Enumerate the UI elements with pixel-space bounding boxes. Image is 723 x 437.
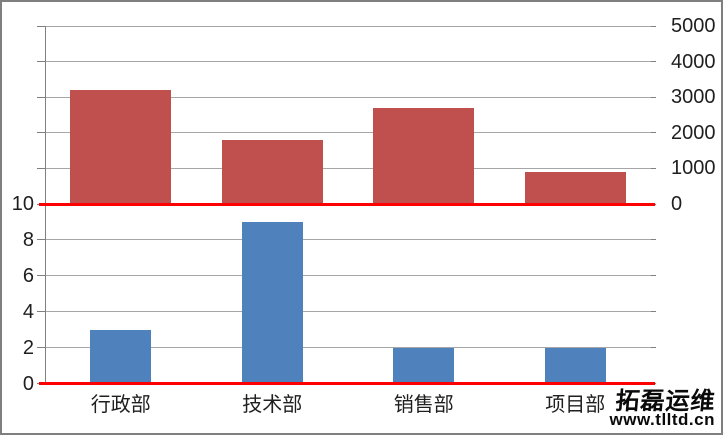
axis-tick-right (651, 275, 656, 277)
primary-axis-label: 10 (11, 193, 34, 215)
axis-tick-right (651, 347, 656, 349)
red-bar-销售部 (373, 107, 475, 204)
blue-bar-项目部 (544, 347, 606, 384)
secondary-axis-label: 4000 (671, 50, 716, 73)
red-bar-行政部 (70, 90, 172, 204)
secondary-axis-label: 1000 (671, 157, 716, 180)
primary-zero-baseline (39, 382, 655, 385)
blue-bar-技术部 (241, 221, 303, 384)
axis-tick-left (37, 61, 45, 63)
category-label-行政部: 行政部 (90, 394, 151, 416)
blue-bar-行政部 (90, 329, 152, 384)
axis-tick-right (651, 25, 656, 27)
primary-axis-label: 4 (22, 300, 34, 323)
axis-tick-left (37, 167, 45, 169)
axis-tick-right (651, 61, 656, 63)
axis-tick-left (37, 347, 45, 349)
axis-tick-right (651, 239, 656, 241)
primary-axis-label: 6 (22, 264, 34, 287)
gridline-primary (45, 347, 651, 349)
primary-axis-label: 0 (22, 372, 34, 395)
axis-tick-left (37, 25, 45, 27)
secondary-axis-label: 2000 (671, 121, 716, 144)
watermark: 拓磊运维 www.tlltd.cn (609, 388, 717, 429)
axis-tick-left (37, 239, 45, 241)
gridline-primary (45, 311, 651, 313)
gridline-primary (45, 275, 651, 277)
axis-tick-right (651, 167, 656, 169)
red-bar-技术部 (221, 139, 323, 204)
blue-bar-销售部 (393, 347, 455, 384)
primary-axis-label: 8 (22, 228, 34, 251)
secondary-axis-label: 3000 (671, 86, 716, 109)
gridline-secondary (45, 61, 651, 63)
red-bar-项目部 (524, 171, 626, 204)
gridline-secondary (45, 25, 651, 27)
category-label-项目部: 项目部 (545, 394, 606, 416)
gridline-secondary (45, 167, 651, 169)
axis-tick-left (37, 275, 45, 277)
axis-tick-left (37, 311, 45, 313)
axis-tick-left (37, 96, 45, 98)
watermark-url: www.tlltd.cn (609, 410, 715, 429)
secondary-axis-label: 0 (671, 193, 683, 215)
category-label-销售部: 销售部 (393, 394, 454, 416)
axis-tick-left (37, 132, 45, 134)
watermark-brand: 拓磊运维 (613, 388, 717, 415)
gridline-secondary (45, 132, 651, 134)
axis-tick-right (651, 132, 656, 134)
secondary-zero-baseline (39, 202, 655, 206)
gridline-primary (45, 239, 651, 241)
secondary-axis-label: 5000 (671, 15, 716, 37)
gridline-secondary (45, 96, 651, 98)
category-label-技术部: 技术部 (242, 394, 303, 416)
axis-tick-right (651, 96, 656, 98)
primary-axis-label: 2 (22, 336, 34, 359)
axis-tick-right (651, 311, 656, 313)
